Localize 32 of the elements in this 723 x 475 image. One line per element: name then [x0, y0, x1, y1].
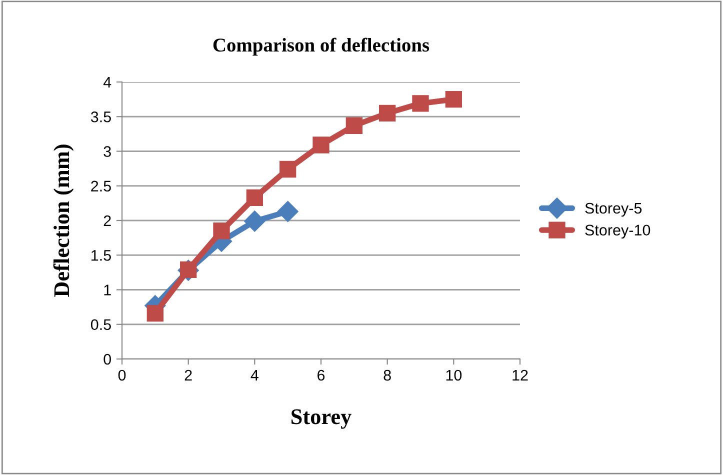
y-tick-label: 2 [104, 215, 111, 226]
point [412, 95, 429, 112]
x-tick-label: 2 [184, 370, 192, 380]
y-tick-label: 0.5 [90, 319, 111, 330]
y-tick-label: 3.5 [90, 111, 111, 122]
point [445, 90, 462, 108]
point [277, 200, 298, 222]
x-tick-label: 12 [512, 370, 528, 380]
y-axis-title: Deflection (mm) [53, 144, 74, 297]
y-tick-label: 0 [104, 354, 111, 365]
point [213, 222, 230, 240]
y-tick-label: 3 [104, 146, 111, 157]
x-axis-title: Storey [292, 409, 352, 429]
point [246, 189, 263, 206]
point [146, 304, 164, 322]
y-tick-label: 1 [104, 284, 111, 296]
x-tick-label: 6 [318, 370, 325, 381]
point [346, 117, 362, 134]
y-tick-label: 4 [103, 77, 112, 88]
x-tick-label: 4 [250, 370, 258, 380]
y-tick-label: 1.5 [92, 250, 111, 261]
x-tick-label: 8 [384, 370, 391, 381]
y-tick-label: 2.5 [91, 180, 111, 192]
legend-label: Storey-5 [585, 202, 642, 217]
legend-label: Storey-10 [585, 224, 650, 239]
point [379, 104, 396, 122]
point [280, 160, 296, 178]
x-tick-label: 0 [118, 370, 126, 381]
chart-title: Comparison of deflections [213, 38, 430, 56]
point [312, 136, 330, 154]
point [244, 210, 266, 232]
x-tick-label: 10 [446, 370, 462, 381]
